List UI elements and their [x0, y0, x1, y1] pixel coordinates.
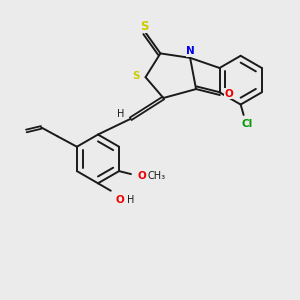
Text: N: N [186, 46, 195, 56]
Text: S: S [132, 71, 140, 81]
Text: CH₃: CH₃ [148, 171, 166, 181]
Text: H: H [117, 109, 124, 119]
Text: O: O [138, 171, 146, 181]
Text: S: S [140, 20, 148, 33]
Text: H: H [127, 195, 134, 205]
Text: Cl: Cl [242, 119, 253, 129]
Text: O: O [115, 195, 124, 205]
Text: O: O [224, 88, 233, 98]
